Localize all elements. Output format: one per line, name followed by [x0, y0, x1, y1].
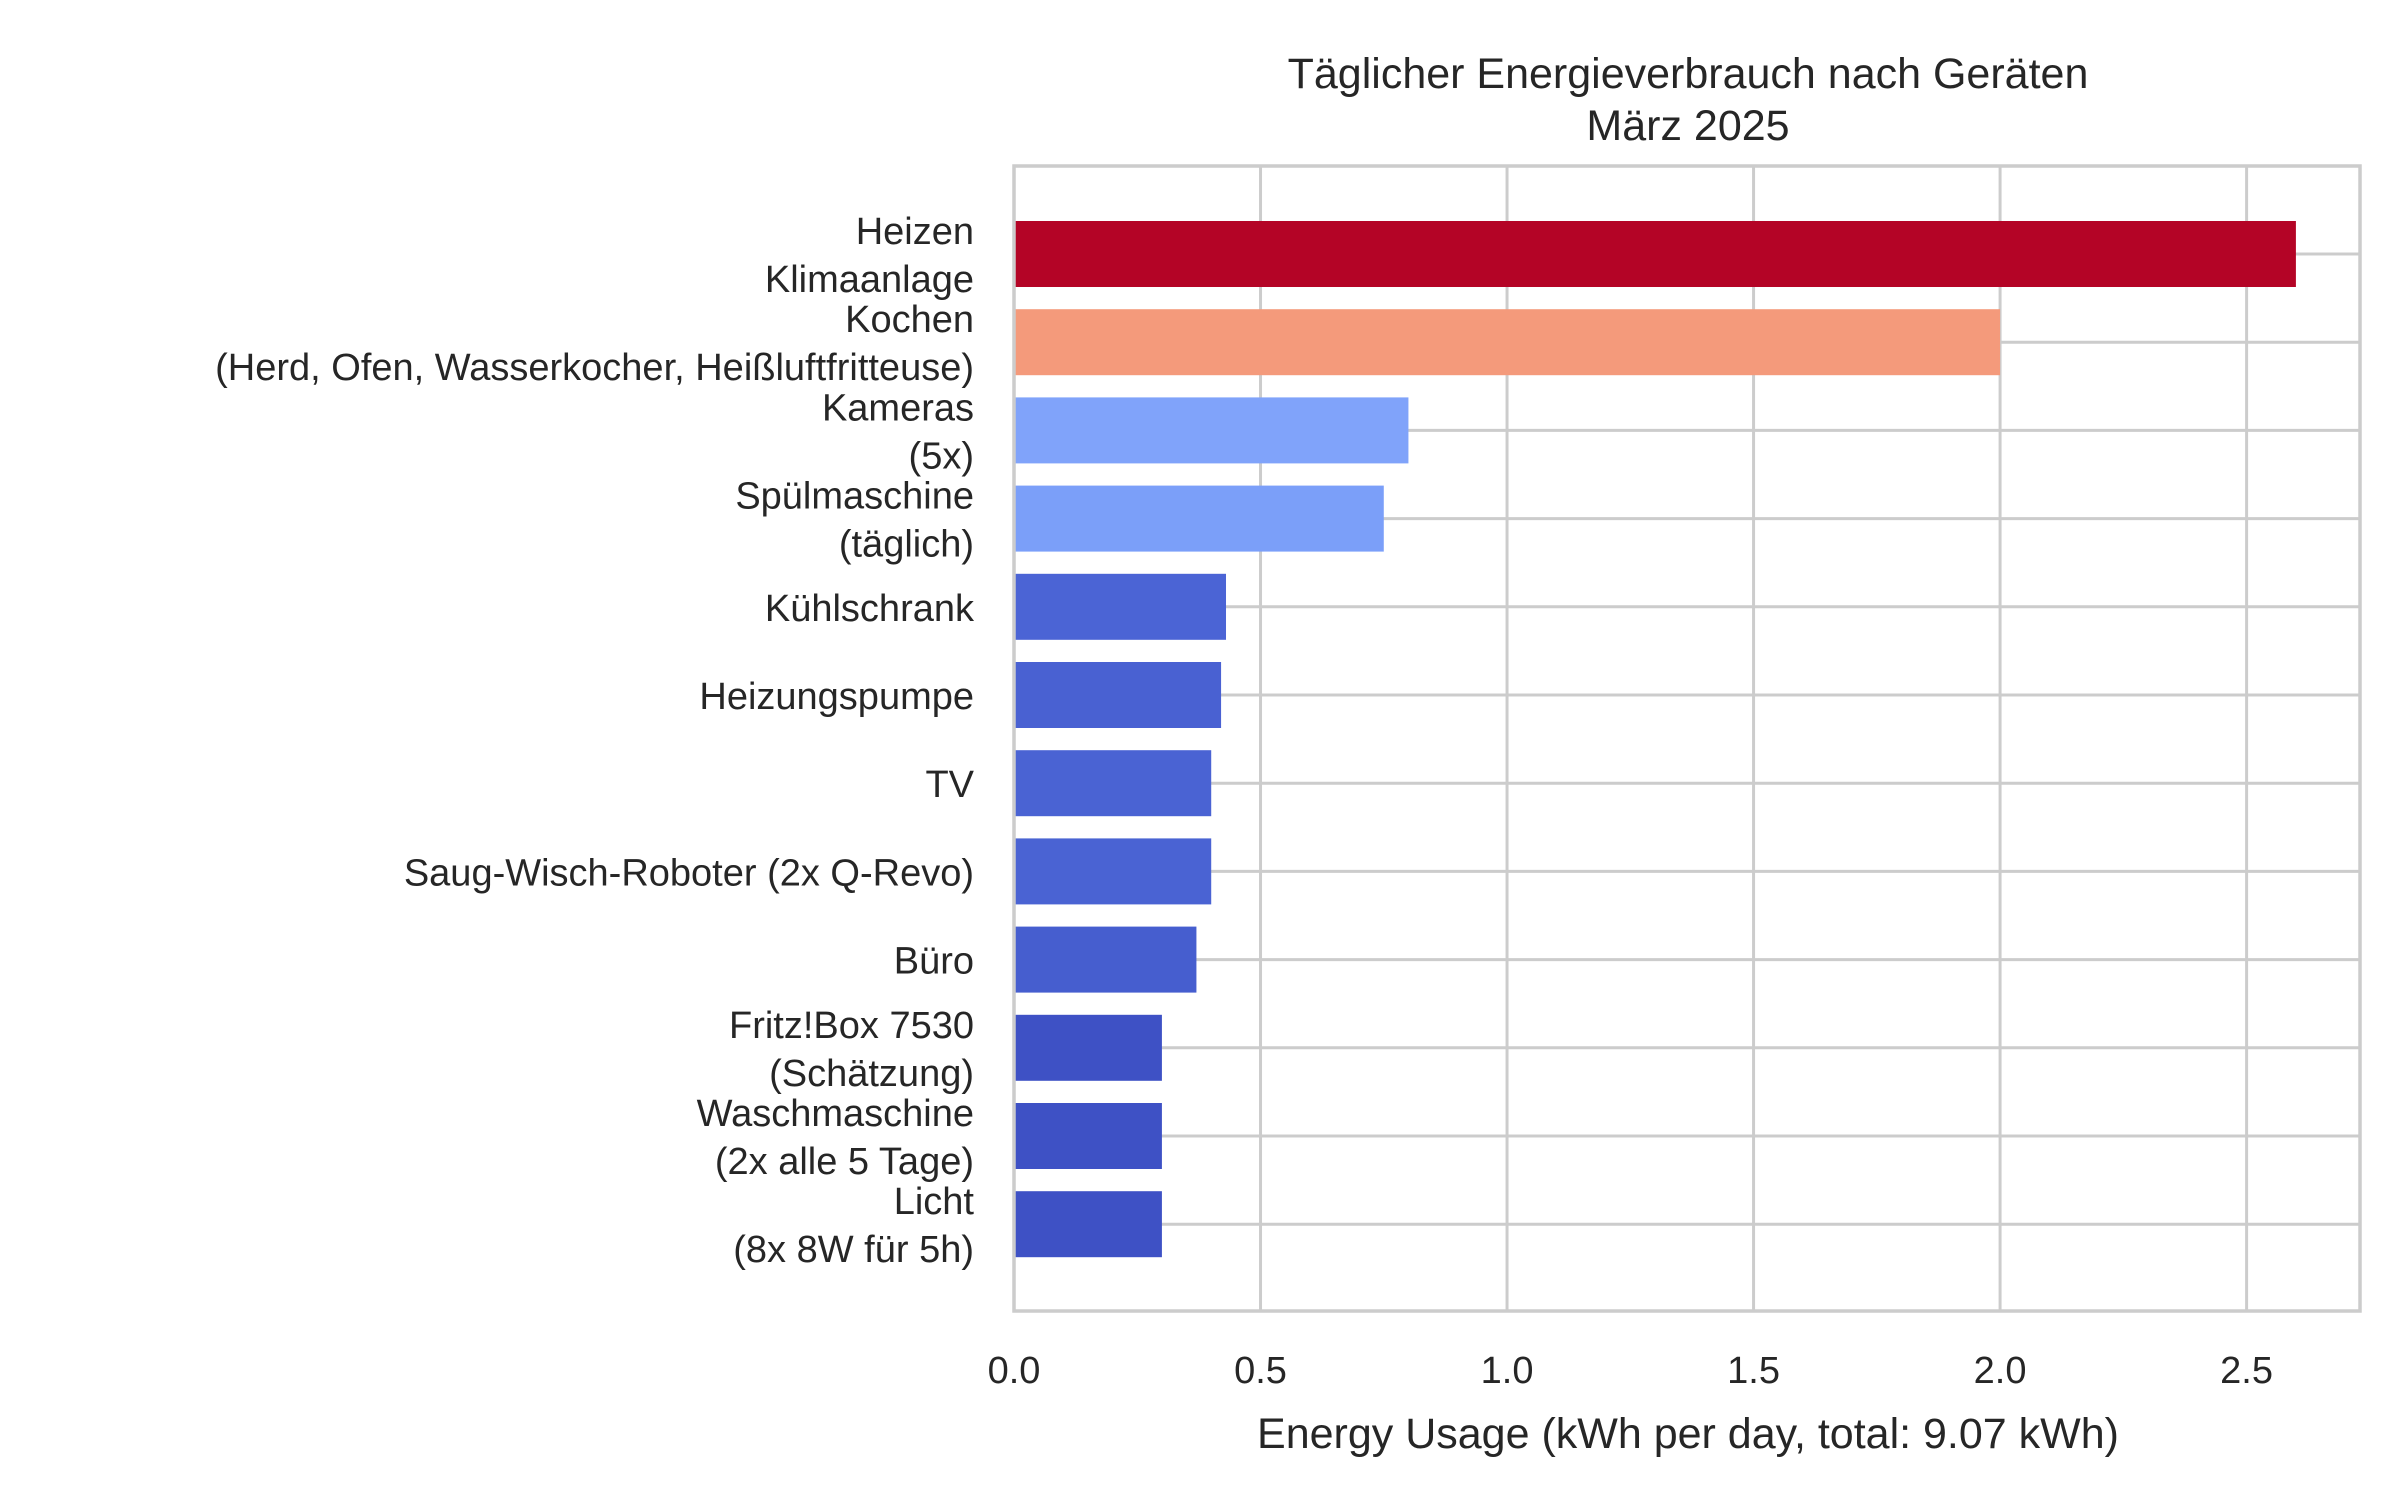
category-label: Licht (8x 8W für 5h): [733, 1181, 974, 1271]
x-tick-label: 0.0: [988, 1350, 1041, 1392]
x-axis-label: Energy Usage (kWh per day, total: 9.07 k…: [1257, 1410, 2119, 1458]
bar: [1014, 662, 1222, 728]
category-label-line: Licht: [894, 1181, 975, 1223]
bars: [1014, 221, 2296, 1258]
category-label-line: (Schätzung): [769, 1053, 974, 1095]
bar: [1014, 221, 2296, 287]
category-label-line: Kameras: [822, 387, 974, 429]
bar: [1014, 1014, 1162, 1081]
category-label-line: (Herd, Ofen, Wasserkocher, Heißluftfritt…: [215, 347, 974, 389]
category-label-line: Heizen: [856, 211, 974, 253]
category-label-line: Klimaanlage: [765, 259, 974, 301]
category-label-line: (5x): [909, 435, 974, 477]
category-label: Kochen (Herd, Ofen, Wasserkocher, Heißluf…: [215, 299, 974, 389]
category-label-line: Waschmaschine: [697, 1093, 974, 1135]
x-tick-label: 1.5: [1727, 1350, 1780, 1392]
category-label-line: Spülmaschine: [735, 476, 974, 518]
bar: [1014, 750, 1212, 817]
category-label: TV: [925, 764, 974, 806]
category-label: Heizen Klimaanlage: [765, 211, 974, 301]
grid-lines: [1012, 166, 2360, 1311]
category-label: Fritz!Box 7530 (Schätzung): [729, 1005, 974, 1095]
x-tick-label: 2.0: [1974, 1350, 2027, 1392]
chart-subtitle: März 2025: [1586, 102, 1789, 150]
bar: [1014, 573, 1227, 640]
category-label: Heizungspumpe: [699, 676, 974, 718]
category-label: Büro: [894, 941, 974, 983]
category-label-line: Fritz!Box 7530: [729, 1005, 974, 1047]
category-label: Spülmaschine (täglich): [735, 476, 974, 566]
category-label: Saug-Wisch-Roboter (2x Q-Revo): [404, 852, 974, 894]
bar: [1014, 309, 2001, 376]
category-label: Kameras (5x): [822, 387, 974, 477]
x-axis-ticks: 0.0 0.5 1.0 1.5 2.0 2.5: [988, 1350, 2273, 1392]
category-label-line: (8x 8W für 5h): [733, 1229, 974, 1271]
category-label: Kühlschrank: [765, 588, 975, 630]
chart-title: Täglicher Energieverbrauch nach Geräten: [1288, 50, 2089, 98]
category-label-line: (täglich): [839, 524, 974, 566]
x-tick-label: 0.5: [1234, 1350, 1287, 1392]
bar: [1014, 397, 1409, 464]
bar: [1014, 1191, 1162, 1258]
bar: [1014, 1103, 1162, 1169]
bar: [1014, 485, 1384, 552]
bar: [1014, 838, 1212, 905]
x-tick-label: 2.5: [2220, 1350, 2273, 1392]
plot-frame: [1012, 164, 2362, 1313]
category-label-line: Kochen: [845, 299, 974, 341]
category-label: Waschmaschine (2x alle 5 Tage): [697, 1093, 974, 1183]
x-tick-label: 1.0: [1481, 1350, 1534, 1392]
bar: [1014, 926, 1197, 993]
category-label-line: (2x alle 5 Tage): [715, 1141, 974, 1183]
